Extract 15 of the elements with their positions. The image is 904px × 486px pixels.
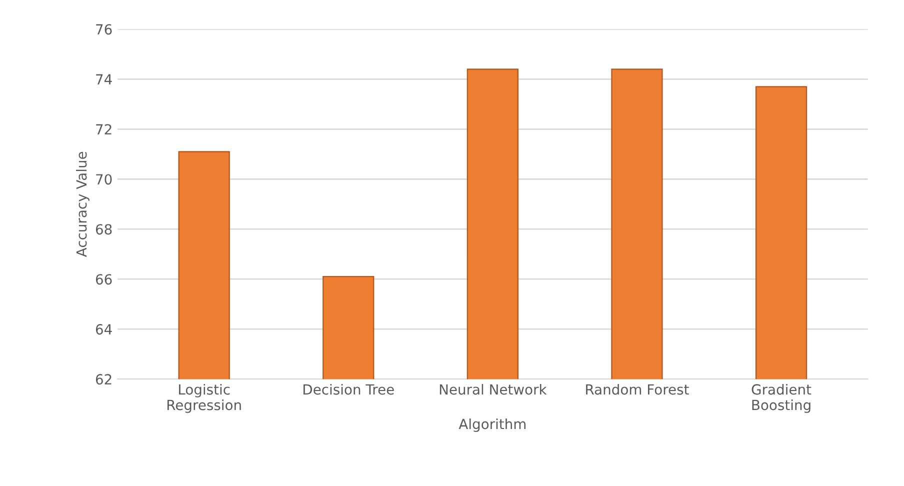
x-tick-label: Decision Tree (304, 384, 394, 395)
y-tick-label: 68 (96, 224, 112, 235)
y-tick-label: 62 (96, 374, 112, 385)
x-axis-title: Algorithm (458, 418, 526, 432)
y-tick-label: 70 (96, 174, 112, 185)
y-tick-label: 66 (96, 274, 112, 285)
x-tick-label: Gradient Boosting (752, 384, 812, 413)
y-tick-label: 72 (96, 124, 112, 134)
x-tick-label: Neural Network (440, 384, 547, 395)
y-tick-label: 64 (96, 324, 112, 335)
x-tick-label: Random Forest (586, 384, 689, 395)
y-tick-label: 74 (96, 74, 112, 84)
x-tick-label: Logistic Regression (167, 384, 241, 413)
y-tick-label: 76 (96, 24, 112, 35)
y-axis-title: Accuracy Value (76, 152, 90, 257)
